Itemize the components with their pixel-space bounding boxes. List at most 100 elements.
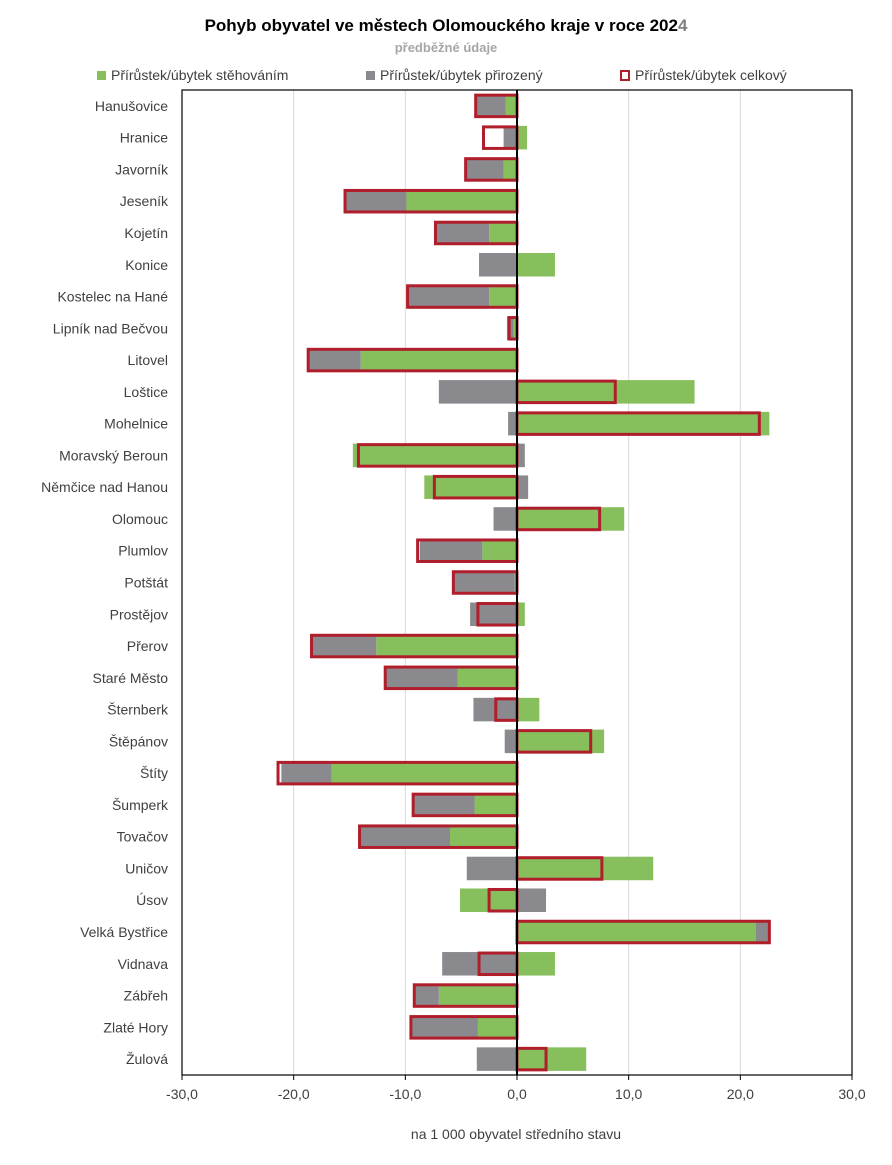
legend-label-migration: Přírůstek/úbytek stěhováním <box>111 67 289 83</box>
y-tick-label: Šumperk <box>112 797 169 813</box>
y-tick-label: Loštice <box>124 384 169 400</box>
y-tick-label: Zlaté Hory <box>103 1019 168 1035</box>
bar-natural <box>470 602 517 627</box>
y-tick-label: Štěpánov <box>109 733 168 749</box>
bar-migration <box>438 983 517 1008</box>
y-tick-label: Velká Bystřice <box>80 924 168 940</box>
y-tick-label: Jeseník <box>120 193 169 209</box>
bar-migration <box>517 380 695 404</box>
bar-natural <box>517 475 529 499</box>
bar-natural <box>435 221 490 245</box>
x-axis-title: na 1 000 obyvatel středního stavu <box>410 1126 622 1142</box>
bar-migration <box>517 411 770 436</box>
bar-migration <box>517 920 756 944</box>
bar-migration <box>352 443 517 468</box>
bar-natural <box>493 507 517 531</box>
bar-migration <box>360 348 517 372</box>
bar-natural <box>466 157 504 182</box>
chart-subtitle: předběžné údaje <box>394 40 498 55</box>
bar-natural <box>345 189 407 213</box>
bar-natural <box>281 761 332 785</box>
y-tick-label: Prostějov <box>110 606 168 622</box>
y-tick-label: Staré Město <box>93 670 169 686</box>
bar-migration <box>505 94 517 118</box>
bar-natural <box>407 284 490 309</box>
legend-swatch-total <box>620 69 630 81</box>
y-tick-label: Kojetín <box>124 225 168 241</box>
y-tick-label: Němčice nad Hanou <box>41 479 168 495</box>
y-tick-label: Přerov <box>127 638 168 654</box>
x-tick-label: -10,0 <box>389 1086 421 1102</box>
chart-title: Pohyb obyvatel ve městech Olomouckého kr… <box>0 16 892 36</box>
y-tick-label: Žulová <box>126 1051 168 1067</box>
bar-natural <box>517 443 525 468</box>
y-tick-label: Tovačov <box>117 829 168 845</box>
bar-natural <box>415 983 439 1008</box>
bar-natural <box>508 411 517 436</box>
bar-natural <box>755 920 771 944</box>
bar-natural <box>475 94 506 118</box>
x-tick-label: 30,0 <box>838 1086 865 1102</box>
bar-migration <box>517 125 528 150</box>
y-tick-label: Hanušovice <box>95 98 168 114</box>
y-tick-label: Konice <box>125 257 168 273</box>
bar-migration <box>517 1047 587 1071</box>
x-tick-label: -30,0 <box>166 1086 198 1102</box>
y-tick-label: Litovel <box>128 352 168 368</box>
bar-migration <box>424 475 517 499</box>
x-tick-label: 0,0 <box>507 1086 527 1102</box>
bar-natural <box>385 666 458 690</box>
bar-natural <box>360 824 450 849</box>
bar-natural <box>466 856 517 881</box>
legend-item-migration: Přírůstek/úbytek stěhováním <box>97 67 288 83</box>
bar-migration <box>376 634 517 658</box>
bar-natural <box>412 1015 478 1040</box>
legend-item-total: Přírůstek/úbytek celkový <box>620 67 787 83</box>
chart-title-main: Pohyb obyvatel ve městech Olomouckého kr… <box>204 16 678 35</box>
legend: Přírůstek/úbytek stěhováním Přírůstek/úb… <box>0 67 892 85</box>
bar-natural <box>438 380 517 404</box>
y-tick-label: Vidnava <box>118 956 169 972</box>
bar-natural <box>312 634 377 658</box>
bar-natural <box>452 570 515 595</box>
bar-natural <box>517 888 547 912</box>
bar-migration <box>489 221 517 245</box>
y-tick-label: Úsov <box>136 892 168 908</box>
y-tick-label: Uničov <box>125 860 168 876</box>
bar-migration <box>503 157 517 182</box>
bar-migration <box>517 856 654 881</box>
y-tick-label: Štíty <box>140 765 168 781</box>
bar-migration <box>517 507 625 531</box>
bar-migration <box>517 253 555 277</box>
x-tick-label: 10,0 <box>615 1086 642 1102</box>
bar-migration <box>406 189 517 213</box>
bar-natural <box>504 729 517 754</box>
y-tick-label: Šternberk <box>107 702 169 718</box>
legend-label-natural: Přírůstek/úbytek přirozený <box>380 67 543 83</box>
legend-swatch-migration <box>97 70 106 80</box>
bar-migration <box>517 697 540 722</box>
bar-natural <box>309 348 361 372</box>
bar-natural <box>419 538 483 563</box>
y-tick-label: Kostelec na Hané <box>57 289 168 305</box>
legend-swatch-natural <box>366 70 375 80</box>
legend-label-total: Přírůstek/úbytek celkový <box>635 67 787 83</box>
legend-item-natural: Přírůstek/úbytek přirozený <box>366 67 543 83</box>
bar-migration <box>517 729 605 754</box>
y-tick-label: Plumlov <box>118 543 168 559</box>
y-tick-label: Olomouc <box>112 511 168 527</box>
x-tick-label: 20,0 <box>727 1086 754 1102</box>
bar-migration <box>513 316 517 341</box>
bar-natural <box>476 1047 517 1071</box>
bar-migration <box>457 666 517 690</box>
y-tick-label: Lipník nad Bečvou <box>53 320 168 336</box>
bar-migration <box>477 1015 517 1040</box>
bar-migration <box>482 538 517 563</box>
y-tick-label: Zábřeh <box>124 988 168 1004</box>
bar-migration <box>331 761 517 785</box>
bar-migration <box>517 602 525 627</box>
bar-migration <box>474 793 517 817</box>
y-tick-label: Potštát <box>124 575 168 591</box>
bar-migration <box>450 824 517 849</box>
